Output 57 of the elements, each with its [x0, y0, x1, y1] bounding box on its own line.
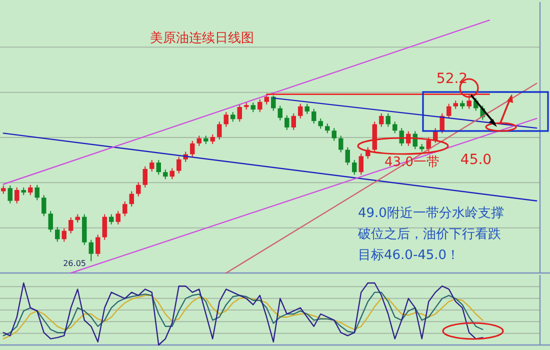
candlestick: [217, 121, 222, 140]
candlestick: [338, 135, 344, 153]
candlestick: [358, 153, 364, 176]
candlestick: [284, 114, 290, 130]
candlestick: [258, 98, 262, 113]
candlestick: [136, 182, 141, 197]
candlestick: [291, 112, 296, 130]
candlestick: [224, 112, 228, 128]
candlestick: [250, 102, 256, 113]
candlestick: [312, 108, 316, 124]
candlestick: [34, 184, 40, 201]
candlestick: [345, 146, 350, 166]
annotation: 52.2: [436, 71, 468, 88]
candlestick: [210, 134, 215, 145]
candlestick: [8, 185, 12, 204]
candlestick: [55, 226, 60, 242]
candlestick: [196, 135, 202, 146]
candlestick: [190, 140, 195, 158]
candlestick: [156, 159, 161, 176]
candlestick: [230, 112, 236, 122]
annotation: 破位之后，油价下行看跌: [357, 227, 501, 242]
candlestick: [325, 123, 330, 134]
annotation: 45.0: [460, 152, 492, 168]
candlestick: [446, 103, 452, 119]
annotation: 目标46.0-45.0！: [358, 248, 460, 263]
candlestick: [62, 228, 66, 242]
chart-title: 美原油连续日线图: [150, 30, 254, 46]
candlestick: [28, 184, 33, 196]
annotation: 49.0附近一带分水岭支撑: [358, 206, 504, 221]
candlestick: [14, 186, 20, 204]
candlestick: [264, 94, 269, 105]
candlestick: [352, 159, 357, 176]
candlestick: [298, 103, 303, 119]
candlestick: [237, 104, 242, 122]
candlestick: [68, 216, 74, 234]
candlestick: [163, 169, 168, 180]
candlestick: [379, 112, 384, 128]
candlestick: [386, 112, 390, 128]
candlestick: [142, 166, 148, 188]
candlestick: [129, 190, 134, 208]
candlestick: [392, 121, 398, 134]
annotation: 26.05: [63, 259, 86, 268]
candlestick: [304, 103, 310, 115]
candlestick: [176, 156, 182, 174]
candlestick: [278, 105, 282, 121]
candlestick: [42, 194, 46, 217]
candlestick: [170, 168, 174, 180]
candlestick: [88, 239, 94, 262]
candlestick: [150, 159, 154, 172]
candlestick: [122, 200, 128, 217]
candlestick: [109, 214, 114, 225]
candlestick: [102, 214, 107, 240]
candlestick: [48, 210, 53, 233]
candlestick: [96, 234, 100, 257]
candlestick: [116, 210, 120, 225]
candlestick: [318, 118, 323, 130]
candlestick: [332, 128, 336, 142]
